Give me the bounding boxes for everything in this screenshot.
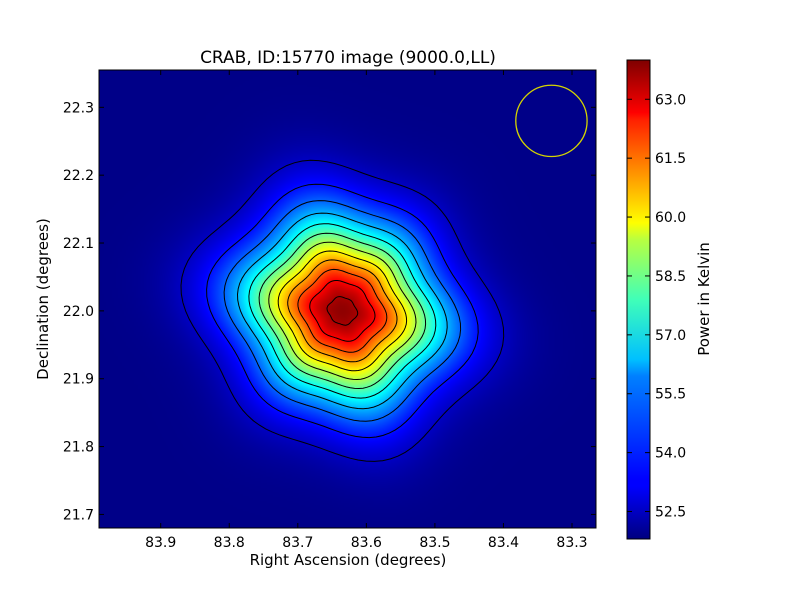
x-tick-label: 83.7 bbox=[282, 535, 313, 551]
contour-line bbox=[277, 250, 408, 372]
colorbar-ticks: 52.5 54.0 55.5 57.0 58.5 60.0 61.5 63.0 bbox=[627, 92, 686, 521]
contour-lines bbox=[180, 159, 505, 462]
y-tick-label: 21.7 bbox=[63, 507, 94, 523]
colorbar-tick-label: 63.0 bbox=[655, 92, 686, 108]
chart-title: CRAB, ID:15770 image (9000.0,LL) bbox=[200, 48, 496, 68]
x-axis-label: Right Ascension (degrees) bbox=[250, 551, 447, 569]
colorbar-tick-label: 58.5 bbox=[655, 269, 686, 285]
contour-line bbox=[180, 159, 505, 462]
y-axis-ticks: 21.7 21.8 21.9 22.0 22.1 22.2 22.3 bbox=[63, 100, 596, 523]
colorbar-label: Power in Kelvin bbox=[695, 242, 713, 356]
colorbar-tick-label: 52.5 bbox=[655, 505, 686, 521]
colorbar-tick-label: 57.0 bbox=[655, 328, 686, 344]
contour-line bbox=[309, 280, 376, 342]
contour-line bbox=[297, 268, 388, 353]
y-tick-label: 22.2 bbox=[63, 168, 94, 184]
colorbar-gradient bbox=[626, 59, 651, 540]
contour-line bbox=[223, 200, 462, 422]
plot-frame bbox=[98, 69, 597, 529]
plot-area: 83.9 83.8 83.7 83.6 83.5 83.4 83.3 21.721.821.… bbox=[63, 69, 597, 551]
x-tick-label: 83.3 bbox=[556, 535, 587, 551]
colorbar-tick-label: 60.0 bbox=[655, 210, 686, 226]
contour-line bbox=[326, 296, 359, 326]
contour-line bbox=[287, 259, 398, 363]
x-tick-label: 83.9 bbox=[145, 535, 176, 551]
x-axis-ticks: 83.9 83.8 83.7 83.6 83.5 83.4 83.3 bbox=[145, 70, 588, 551]
colorbar: 52.5 54.0 55.5 57.0 58.5 60.0 61.5 63.0 Power i… bbox=[626, 59, 713, 540]
contour-line bbox=[248, 223, 437, 399]
contour-line bbox=[206, 183, 479, 439]
x-tick-label: 83.8 bbox=[214, 535, 245, 551]
y-axis-label: Declination (degrees) bbox=[34, 218, 52, 380]
y-tick-label: 22.1 bbox=[63, 236, 94, 252]
colorbar-tick-label: 61.5 bbox=[655, 151, 686, 167]
contour-line bbox=[258, 232, 427, 390]
colorbar-tick-label: 54.0 bbox=[655, 446, 686, 462]
contour-line bbox=[268, 241, 417, 381]
beam-circle bbox=[515, 84, 588, 158]
x-tick-label: 83.4 bbox=[488, 535, 519, 551]
x-tick-label: 83.5 bbox=[419, 535, 450, 551]
y-tick-label: 21.8 bbox=[63, 440, 94, 456]
y-tick-label: 22.0 bbox=[63, 304, 94, 320]
x-tick-label: 83.6 bbox=[351, 535, 382, 551]
y-tick-label: 22.3 bbox=[63, 100, 94, 116]
colorbar-tick-label: 55.5 bbox=[655, 387, 686, 403]
contour-line bbox=[236, 212, 448, 410]
y-tick-label: 21.9 bbox=[63, 372, 94, 388]
